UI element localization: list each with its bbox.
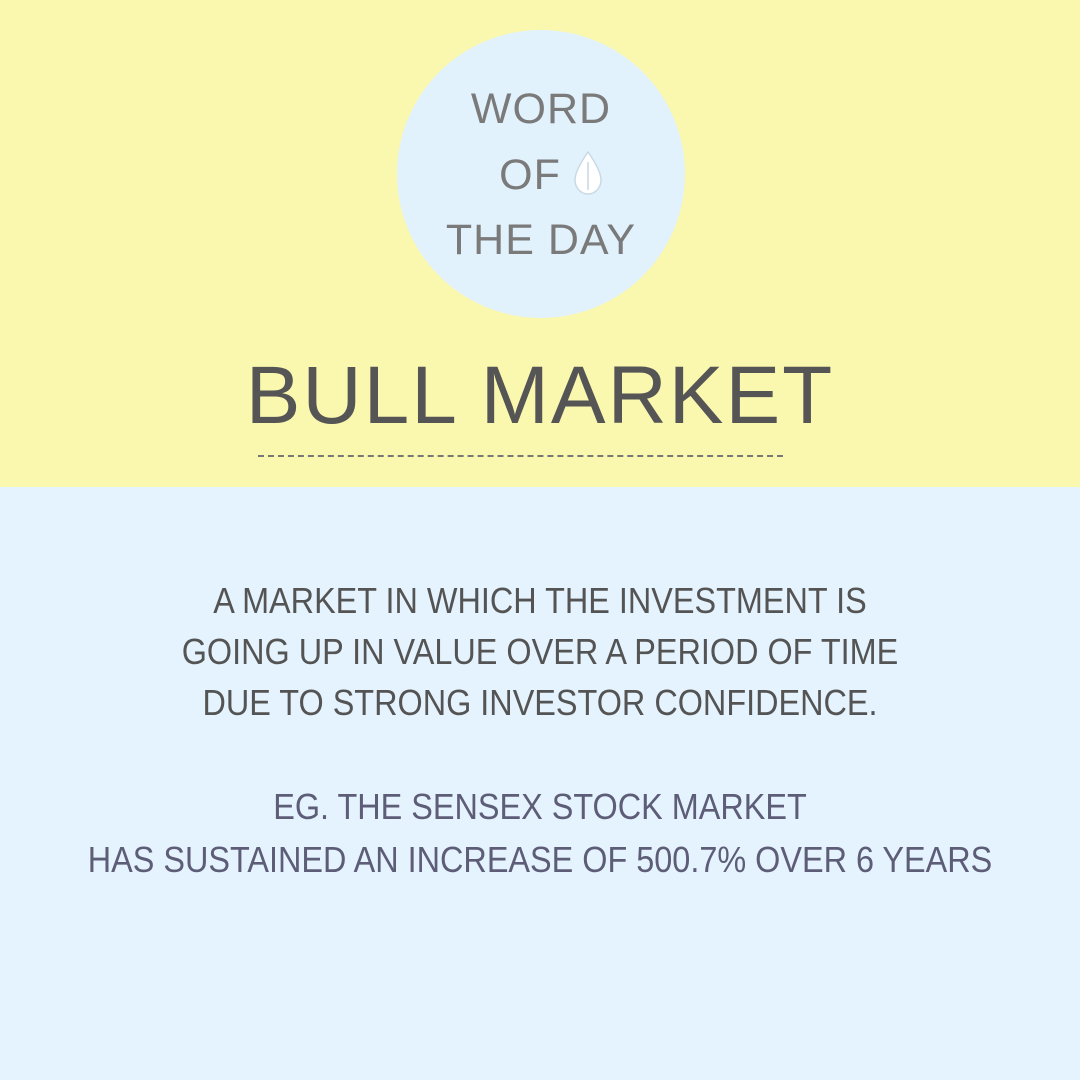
example-line: EG. THE SENSEX STOCK MARKET (273, 786, 807, 827)
leaf-drop-icon (574, 150, 602, 195)
title-underline-divider (258, 455, 783, 457)
term-title: BULL MARKET (245, 350, 835, 441)
badge-line-of: OF (397, 150, 685, 199)
definition-line: DUE TO STRONG INVESTOR CONFIDENCE. (202, 682, 878, 723)
definition-line: A MARKET IN WHICH THE INVESTMENT IS (213, 580, 867, 621)
word-of-the-day-badge: WORD OF THE DAY (397, 30, 685, 318)
example-line: HAS SUSTAINED AN INCREASE OF 500.7% OVER… (87, 839, 993, 880)
example-text: EG. THE SENSEX STOCK MARKET HAS SUSTAINE… (54, 780, 1026, 886)
badge-line-word: WORD (470, 85, 612, 133)
definition-text: A MARKET IN WHICH THE INVESTMENT IS GOIN… (54, 575, 1026, 728)
definition-line: GOING UP IN VALUE OVER A PERIOD OF TIME (181, 631, 899, 672)
badge-line-of-text: OF (499, 151, 561, 199)
bottom-panel (0, 487, 1080, 1080)
badge-line-the-day: THE DAY (445, 216, 637, 264)
